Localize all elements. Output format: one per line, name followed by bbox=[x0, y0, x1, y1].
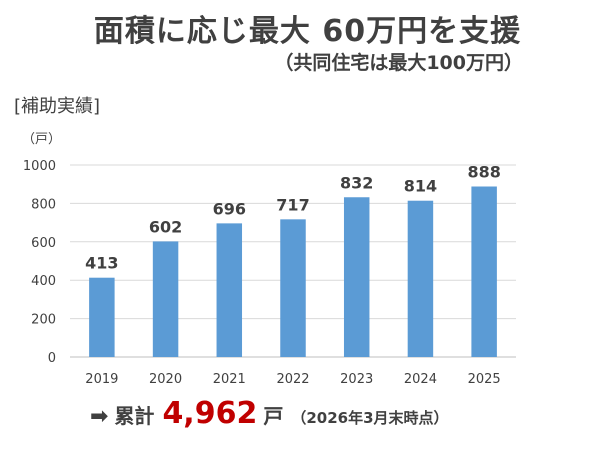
bar bbox=[152, 241, 179, 357]
x-tick-label: 2021 bbox=[213, 372, 246, 387]
x-tick-label: 2024 bbox=[404, 372, 437, 387]
data-label: 888 bbox=[467, 163, 500, 182]
data-label: 717 bbox=[276, 195, 309, 214]
bar bbox=[407, 200, 434, 357]
chart-subtitle: （共同住宅は最大100万円） bbox=[274, 52, 523, 74]
data-label: 602 bbox=[149, 217, 182, 236]
data-label: 413 bbox=[85, 254, 118, 273]
arrow-right-icon: ➡ bbox=[90, 404, 109, 429]
y-tick-label: 800 bbox=[31, 197, 56, 212]
section-label: [補助実績] bbox=[14, 96, 101, 117]
cumulative-total: ➡ 累計 4,962 戸 （2026年3月末時点） bbox=[90, 396, 449, 431]
y-tick-label: 200 bbox=[31, 313, 56, 328]
data-label: 696 bbox=[213, 199, 246, 218]
bar bbox=[471, 186, 497, 357]
x-tick-label: 2022 bbox=[276, 372, 309, 387]
bar bbox=[343, 197, 370, 357]
data-label: 832 bbox=[340, 173, 373, 192]
cumulative-value: 4,962 bbox=[162, 396, 258, 431]
bar bbox=[280, 219, 306, 357]
x-tick-label: 2019 bbox=[85, 372, 118, 387]
x-tick-label: 2023 bbox=[340, 372, 373, 387]
y-tick-label: 0 bbox=[48, 351, 56, 366]
y-tick-label: 1000 bbox=[23, 159, 56, 174]
y-tick-label: 600 bbox=[31, 236, 56, 251]
as-of-note: （2026年3月末時点） bbox=[291, 409, 449, 427]
x-tick-label: 2025 bbox=[468, 372, 501, 387]
bar bbox=[216, 223, 243, 357]
bar bbox=[89, 277, 115, 357]
cumulative-unit: 戸 bbox=[263, 404, 284, 428]
x-tick-label: 2020 bbox=[149, 372, 182, 387]
chart-title: 面積に応じ最大 60万円を支援 bbox=[93, 14, 522, 49]
y-axis-unit-label: （戸） bbox=[22, 132, 62, 147]
data-label: 814 bbox=[404, 177, 437, 196]
cumulative-label: 累計 bbox=[114, 404, 155, 428]
y-tick-label: 400 bbox=[31, 274, 56, 289]
